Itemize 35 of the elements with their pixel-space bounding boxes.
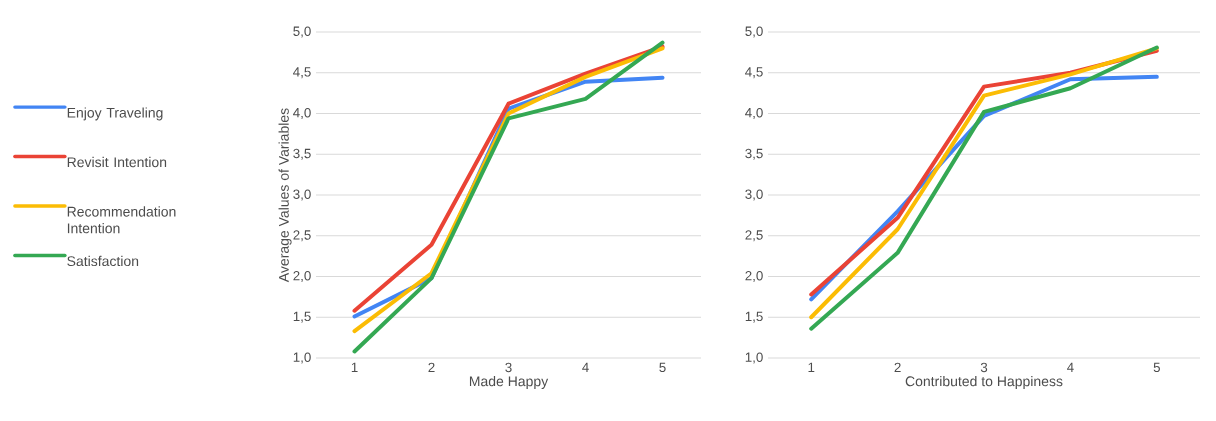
legend-label: Revisit Intention	[67, 156, 167, 168]
x-tick-label: 4	[582, 362, 589, 372]
y-tick-label: 3,5	[293, 148, 311, 160]
x-tick-label: 1	[808, 362, 815, 372]
x-tick-label: 3	[505, 362, 512, 373]
y-tick-label: 5,0	[293, 26, 311, 38]
x-tick-label: 4	[1067, 362, 1074, 372]
y-tick-label: 2,5	[293, 230, 311, 242]
x-tick-label: 3	[980, 362, 988, 373]
x-tick-label: 5	[659, 362, 666, 373]
legend-label: Satisfaction	[67, 255, 139, 267]
y-tick-label: 3,0	[293, 189, 311, 201]
y-tick-label: 2,0	[745, 271, 763, 283]
y-axis-title: Average Values of Variables	[278, 108, 292, 283]
y-tick-label: 4,5	[293, 67, 311, 79]
y-tick-label: 4,5	[745, 67, 763, 79]
x-tick-label: 2	[894, 362, 901, 373]
y-tick-label: 4,0	[745, 108, 763, 120]
y-tick-label: 3,5	[745, 148, 763, 160]
y-tick-label: 3,0	[745, 189, 763, 201]
y-tick-label: 1,5	[745, 311, 763, 323]
y-tick-label: 1,0	[745, 352, 763, 364]
y-tick-label: 5,0	[745, 26, 763, 38]
y-tick-label: 4,0	[293, 108, 311, 120]
x-tick-label: 2	[428, 362, 435, 373]
x-tick-label: 1	[351, 362, 358, 372]
y-tick-label: 1,5	[293, 311, 311, 323]
legend-label: Enjoy Traveling	[67, 107, 163, 121]
x-axis-title: Contributed to Happiness	[905, 375, 1063, 390]
x-axis-title: Made Happy	[469, 375, 549, 390]
y-tick-label: 2,0	[293, 271, 311, 283]
x-tick-label: 5	[1153, 362, 1160, 373]
y-tick-label: 2,5	[745, 230, 763, 242]
y-tick-label: 1,0	[293, 352, 311, 364]
legend-label: Recommendation Intention	[67, 206, 176, 234]
